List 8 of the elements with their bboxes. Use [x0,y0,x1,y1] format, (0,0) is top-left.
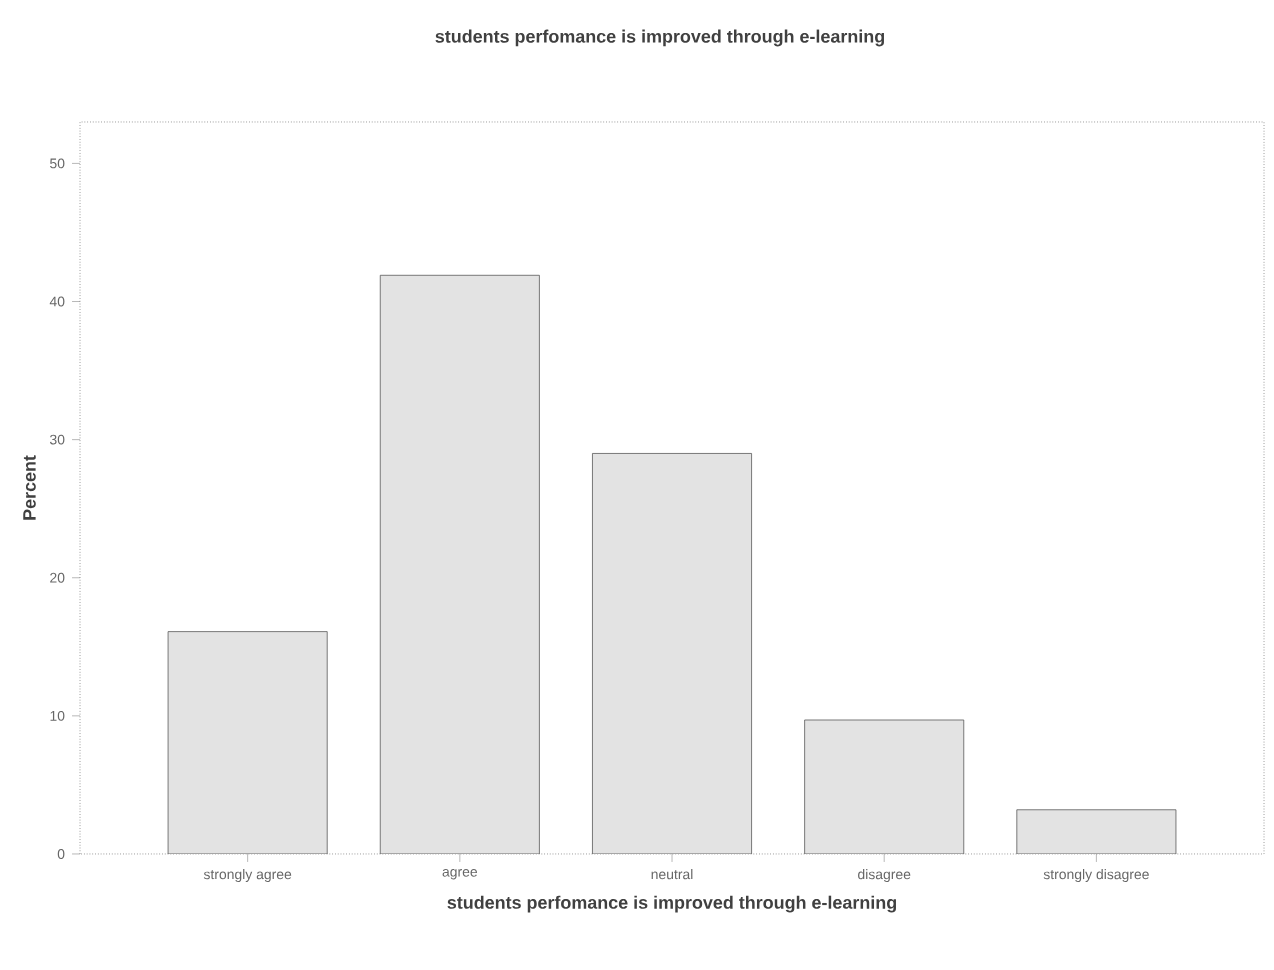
bar [168,631,328,854]
chart-title: students perfomance is improved through e-learning [435,29,884,47]
bar [804,719,965,854]
y-axis-title: Percent [23,455,36,520]
x-axis-title: students perfomance is improved through e-learning [447,895,896,913]
bar [379,274,540,854]
bar [1016,809,1177,854]
bar [592,453,752,854]
